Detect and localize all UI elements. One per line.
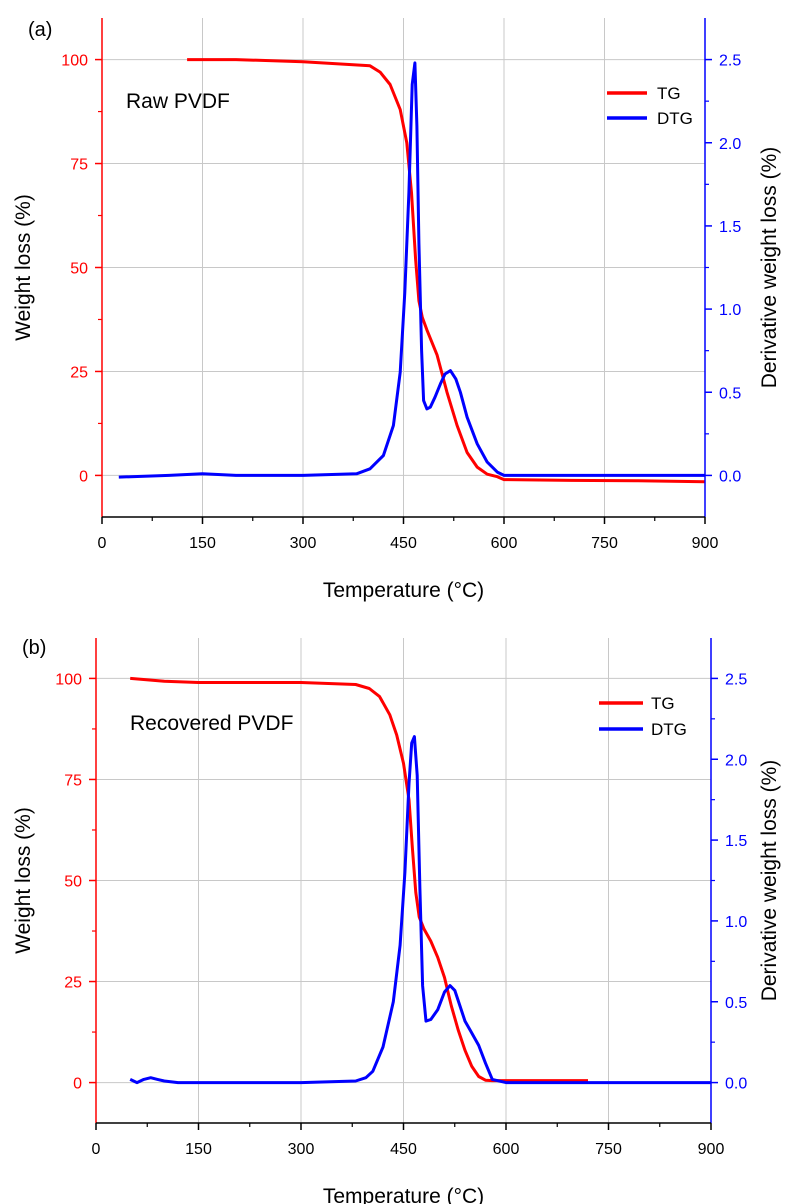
x-tick-label: 450 xyxy=(390,535,417,552)
x-tick-label: 600 xyxy=(491,535,518,552)
x-tick-label: 150 xyxy=(185,1141,212,1158)
x-tick-label: 450 xyxy=(390,1141,417,1158)
y-tick-label-right: 1.5 xyxy=(719,219,741,236)
x-tick-label: 0 xyxy=(98,535,107,552)
y-tick-label-left: 25 xyxy=(64,975,82,992)
x-tick-label: 300 xyxy=(290,535,317,552)
y-tick-label-right: 0.5 xyxy=(725,995,747,1012)
x-axis-title: Temperature (°C) xyxy=(323,1185,484,1204)
x-tick-label: 750 xyxy=(595,1141,622,1158)
y-tick-label-left: 50 xyxy=(70,261,88,278)
x-tick-label: 150 xyxy=(189,535,216,552)
legend-label-tg: TG xyxy=(657,84,681,103)
legend-label-tg: TG xyxy=(651,694,675,713)
y-tick-label-left: 50 xyxy=(64,874,82,891)
series-line-tg xyxy=(187,58,706,484)
x-axis-title: Temperature (°C) xyxy=(323,579,484,602)
y-tick-label-left: 0 xyxy=(79,468,88,485)
y-tick-label-right: 1.0 xyxy=(725,914,747,931)
y-tick-label-left: 25 xyxy=(70,364,88,381)
y-tick-label-left: 0 xyxy=(73,1076,82,1093)
y-tick-label-right: 0.0 xyxy=(725,1076,747,1093)
x-tick-label: 900 xyxy=(692,535,719,552)
y-tick-label-right: 1.5 xyxy=(725,833,747,850)
y-axis-title-left: Weight loss (%) xyxy=(12,194,35,341)
sample-annotation: Raw PVDF xyxy=(126,90,230,113)
y-tick-label-right: 0.5 xyxy=(719,385,741,402)
chart-svg: 0 150 300 450 600 750 900 0 25 50 75 100 0.0 0.5 1.0 1.… xyxy=(12,637,781,1204)
y-axis-title-right: Derivative weight loss (%) xyxy=(758,147,781,389)
grid xyxy=(102,18,705,517)
y-axis-title-left: Weight loss (%) xyxy=(12,807,35,954)
x-tick-label: 600 xyxy=(493,1141,520,1158)
y-axis-title-right: Derivative weight loss (%) xyxy=(758,760,781,1002)
y-tick-label-right: 0.0 xyxy=(719,468,741,485)
panel-b-recovered-pvdf: 0 150 300 450 600 750 900 0 25 50 75 100 0.0 0.5 1.0 1.… xyxy=(0,612,787,1204)
panel-label: (b) xyxy=(22,637,46,659)
legend-label-dtg: DTG xyxy=(657,109,693,128)
panel-label: (a) xyxy=(28,19,52,41)
x-tick-label: 750 xyxy=(591,535,618,552)
y-tick-label-right: 2.0 xyxy=(719,136,741,153)
panel-a-raw-pvdf: 0 150 300 450 600 750 900 0 25 50 75 100 0.0 0.5 1.0 1.… xyxy=(12,18,781,602)
y-tick-label-right: 1.0 xyxy=(719,302,741,319)
chart-svg: 0 150 300 450 600 750 900 0 25 50 75 100 0.0 0.5 1.0 1.… xyxy=(12,18,781,602)
legend-label-dtg: DTG xyxy=(651,720,687,739)
series-line-dtg xyxy=(129,735,711,1085)
y-tick-label-left: 100 xyxy=(61,53,88,70)
y-tick-label-left: 75 xyxy=(70,157,88,174)
y-tick-label-left: 100 xyxy=(55,671,82,688)
series-line-dtg xyxy=(118,61,705,479)
y-tick-label-right: 2.5 xyxy=(719,53,741,70)
x-tick-label: 900 xyxy=(698,1141,725,1158)
y-tick-label-left: 75 xyxy=(64,772,82,789)
y-tick-label-right: 2.5 xyxy=(725,671,747,688)
sample-annotation: Recovered PVDF xyxy=(130,712,293,735)
x-tick-label: 0 xyxy=(92,1141,101,1158)
x-tick-label: 300 xyxy=(288,1141,315,1158)
y-tick-label-right: 2.0 xyxy=(725,752,747,769)
